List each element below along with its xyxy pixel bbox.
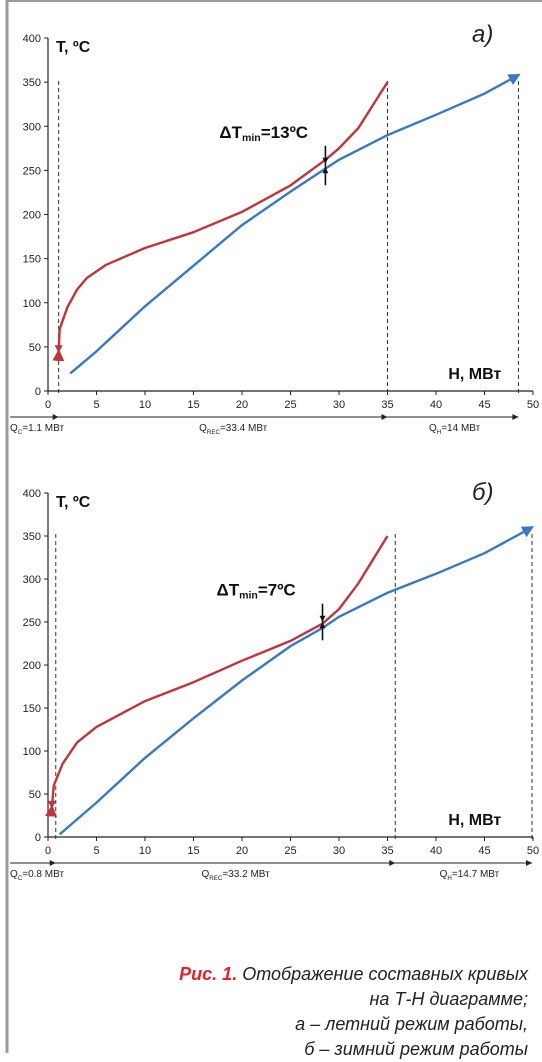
x-tick-label: 15	[187, 399, 199, 411]
y-tick-label: 350	[23, 77, 41, 89]
x-tick-label: 50	[527, 399, 539, 411]
x-tick-label: 40	[430, 399, 442, 411]
hot-curve-arrowhead	[47, 800, 56, 809]
hot-composite-curve	[45, 535, 389, 817]
segment-arrowhead	[512, 414, 519, 420]
y-tick-label: 100	[23, 746, 41, 758]
x-tick-label: 30	[333, 845, 345, 857]
panel-label: б)	[472, 479, 494, 506]
caption-title: Отображение составных кривых	[237, 964, 528, 984]
x-tick-label: 25	[284, 399, 296, 411]
x-tick-label: 5	[93, 399, 99, 411]
chart-panel-1: 0 50 100 150 200 250 300 350 400 0 5 10 15 20 25 30 35 40…	[10, 21, 539, 436]
delta-t-min-label: ΔTmin=13ºC	[219, 123, 308, 144]
x-tick-label: 20	[236, 399, 248, 411]
delta-t-arrow-up	[319, 622, 326, 629]
y-tick-label: 100	[23, 298, 41, 310]
segment-arrowhead	[381, 414, 388, 420]
x-tick-label: 15	[187, 845, 199, 857]
y-tick-label: 50	[29, 789, 41, 801]
x-axis-label: H, МВт	[448, 366, 501, 383]
cold-composite-curve	[69, 73, 521, 375]
chart-panel-2: 0 50 100 150 200 250 300 350 400 0 5 10 15 20 25 30 35 40…	[10, 479, 539, 882]
segment-label: QC=0.8 МВт	[10, 869, 64, 882]
cold-composite-curve	[58, 526, 535, 836]
x-tick-label: 30	[333, 399, 345, 411]
caption-figure-number: Рис. 1.	[179, 964, 238, 984]
x-axis-label: H, МВт	[448, 812, 501, 829]
x-tick-label: 5	[93, 845, 99, 857]
y-tick-label: 200	[23, 660, 41, 672]
segment-arrowhead	[49, 860, 56, 866]
panel-label: а)	[472, 21, 493, 48]
y-tick-label: 400	[23, 488, 41, 500]
y-tick-label: 350	[23, 531, 41, 543]
y-tick-label: 300	[23, 574, 41, 586]
x-tick-label: 10	[139, 399, 151, 411]
caption-line-4: б – зимний режим работы	[304, 1039, 528, 1059]
caption-line-2: на Т-Н диаграмме;	[369, 989, 528, 1009]
x-tick-label: 50	[527, 845, 539, 857]
segment-arrowhead	[526, 860, 533, 866]
y-tick-label: 0	[35, 386, 41, 398]
figure-caption: Рис. 1. Отображение составных кривых на …	[108, 962, 528, 1062]
segment-label: QC=1.1 МВт	[10, 423, 64, 436]
segment-label: QREC=33.2 МВт	[202, 869, 271, 882]
segment-arrowhead	[389, 860, 396, 866]
y-tick-label: 150	[23, 254, 41, 266]
x-tick-label: 0	[45, 399, 51, 411]
x-tick-label: 35	[381, 399, 393, 411]
y-axis-label: T, ºC	[56, 39, 91, 56]
y-tick-label: 50	[29, 342, 41, 354]
y-tick-label: 250	[23, 165, 41, 177]
segment-label: QH=14.7 МВт	[440, 869, 500, 882]
y-axis-label: T, ºC	[56, 494, 91, 511]
x-tick-label: 45	[478, 399, 490, 411]
x-tick-label: 40	[430, 845, 442, 857]
delta-t-min-label: ΔTmin=7ºC	[217, 581, 296, 602]
segment-label: QREC=33.4 МВт	[199, 423, 268, 436]
caption-line-3: а – летний режим работы,	[295, 1014, 528, 1034]
delta-t-arrow-up	[322, 167, 329, 174]
hot-curve-arrowhead	[54, 345, 63, 354]
segment-arrowhead	[52, 414, 59, 420]
y-tick-label: 400	[23, 33, 41, 45]
y-tick-label: 0	[35, 832, 41, 844]
delta-t-arrow-down	[322, 157, 329, 164]
x-tick-label: 20	[236, 845, 248, 857]
x-tick-label: 10	[139, 845, 151, 857]
x-tick-label: 0	[45, 845, 51, 857]
x-tick-label: 25	[284, 845, 296, 857]
hot-composite-curve	[52, 81, 389, 362]
x-tick-label: 45	[478, 845, 490, 857]
segment-label: QH=14 МВт	[429, 423, 481, 436]
x-tick-label: 35	[381, 845, 393, 857]
caption-line-1: Рис. 1. Отображение составных кривых	[108, 962, 528, 987]
y-tick-label: 150	[23, 703, 41, 715]
y-tick-label: 300	[23, 121, 41, 133]
y-tick-label: 250	[23, 617, 41, 629]
y-tick-label: 200	[23, 210, 41, 222]
delta-t-arrow-down	[319, 615, 326, 622]
